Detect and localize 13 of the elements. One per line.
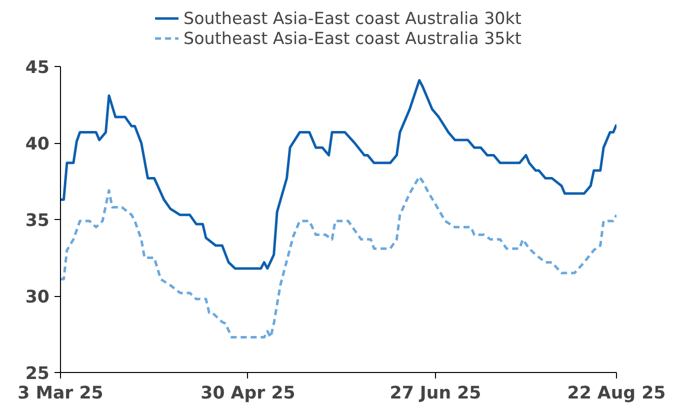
x-tick-label: 22 Aug 25 <box>567 384 666 404</box>
y-tick-label: 35 <box>25 211 50 231</box>
legend-label: Southeast Asia-East coast Australia 30kt <box>184 8 522 28</box>
x-tick-label: 30 Apr 25 <box>200 384 296 404</box>
y-tick-label: 45 <box>25 58 50 78</box>
line-series <box>60 175 616 339</box>
y-tick-label: 25 <box>25 364 50 384</box>
y-tick-label: 30 <box>25 288 50 308</box>
x-tick-label: 27 Jun 25 <box>390 384 482 404</box>
line-series <box>60 79 616 270</box>
y-tick-label: 40 <box>25 134 50 154</box>
x-tick-label: 3 Mar 25 <box>18 384 104 404</box>
legend-label: Southeast Asia-East coast Australia 35kt <box>184 28 522 48</box>
